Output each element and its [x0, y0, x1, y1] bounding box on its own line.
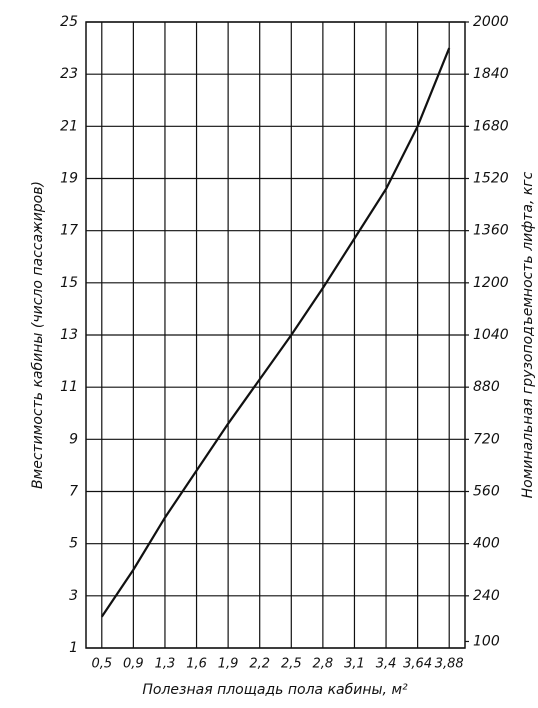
y2-tick-label: 1520	[473, 171, 509, 187]
x-axis-title: Полезная площадь пола кабины, м²	[142, 682, 408, 698]
y2-tick-label: 560	[473, 484, 500, 500]
y-tick-label: 23	[60, 66, 78, 82]
y2-tick-label: 1840	[473, 66, 509, 82]
y-tick-label: 9	[69, 431, 78, 447]
x-tick-label: 0,5	[91, 657, 112, 672]
y-tick-label: 19	[60, 171, 78, 187]
x-tick-label: 3,4	[376, 657, 397, 672]
y2-tick-label: 400	[473, 536, 500, 552]
y2-tick-label: 880	[473, 379, 500, 395]
x-tick-label: 0,9	[123, 657, 144, 672]
y2-tick-label: 2000	[473, 14, 509, 30]
x-tick-label: 3,88	[435, 657, 464, 672]
y-tick-label: 7	[69, 484, 78, 500]
y2-tick-label: 1680	[473, 118, 509, 134]
y2-tick-label: 240	[473, 588, 500, 604]
x-tick-label: 1,6	[186, 657, 207, 672]
x-tick-label: 1,9	[218, 657, 239, 672]
x-tick-label: 3,1	[344, 657, 365, 672]
y-tick-label: 25	[60, 14, 78, 30]
y2-tick-label: 1040	[473, 327, 509, 343]
y-tick-label: 11	[60, 379, 78, 395]
data-line	[100, 47, 451, 618]
y-tick-label: 17	[60, 223, 78, 239]
y-axis-title: Вместимость кабины (число пассажиров)	[30, 181, 46, 489]
y2-tick-label: 720	[473, 431, 500, 447]
y2-tick-label: 1360	[473, 223, 509, 239]
y-tick-label: 3	[69, 588, 78, 604]
y-tick-label: 1	[69, 640, 78, 656]
x-tick-label: 3,64	[403, 657, 432, 672]
y-tick-label: 15	[60, 275, 78, 291]
y-tick-label: 13	[60, 327, 78, 343]
x-tick-label: 1,3	[155, 657, 176, 672]
y2-tick-label: 100	[473, 633, 500, 649]
x-tick-label: 2,5	[281, 657, 302, 672]
y2-axis-title: Номинальная грузоподъемность лифта, кгс	[520, 171, 536, 498]
y-tick-label: 5	[69, 536, 78, 552]
y2-tick-label: 1200	[473, 275, 509, 291]
x-tick-label: 2,2	[249, 657, 270, 672]
y-tick-label: 21	[60, 118, 78, 134]
x-tick-label: 2,8	[313, 657, 334, 672]
